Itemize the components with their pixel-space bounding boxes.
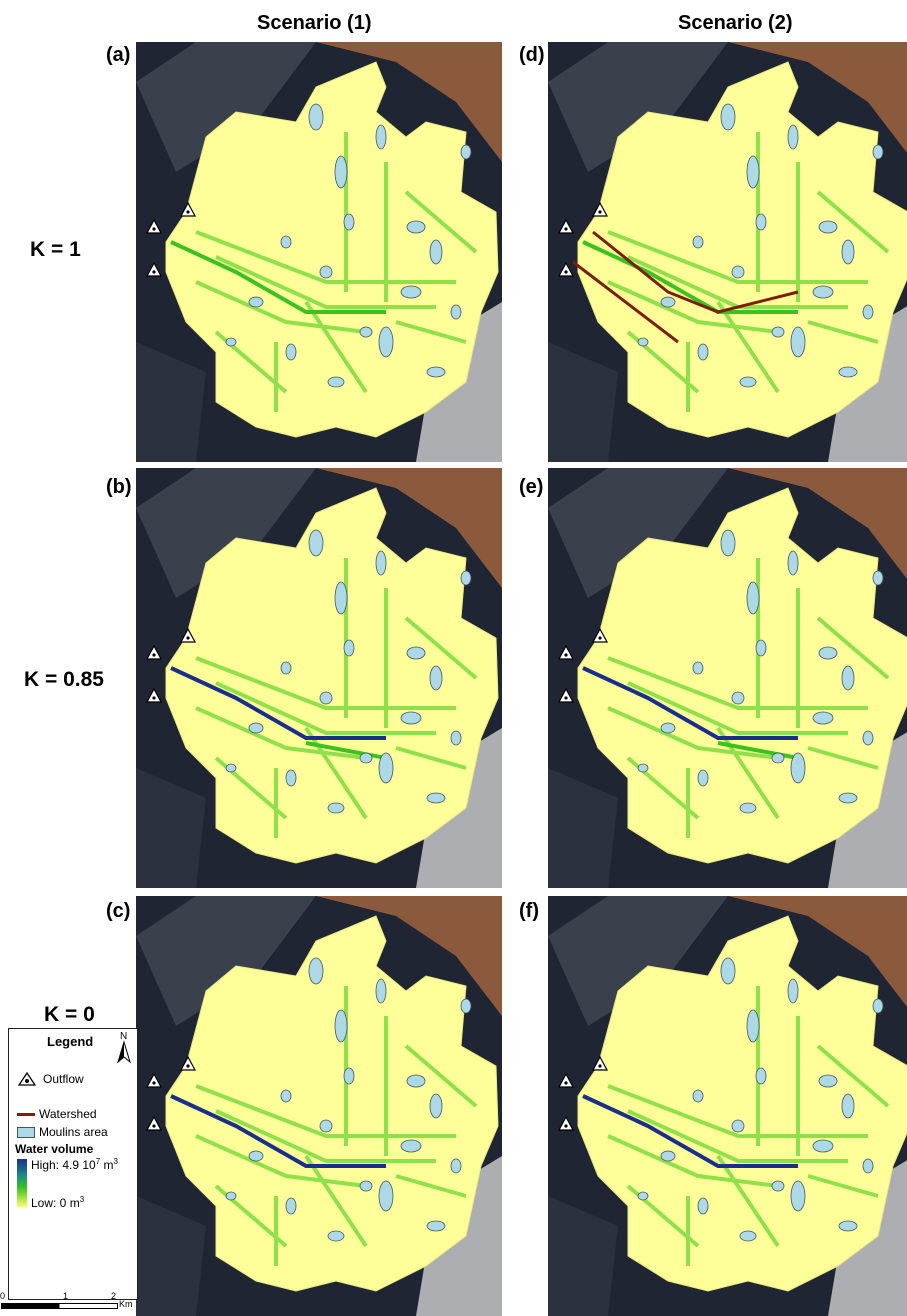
scale-bar: 0 1 2 Km [0,1291,136,1310]
satellite-map [548,896,907,1316]
outflow-marker-icon [591,1055,609,1071]
outflow-marker-icon [591,627,609,643]
legend-outflow-label: Outflow [43,1072,84,1086]
legend-moulins-label: Moulins area [39,1125,108,1139]
scale-tick-0: 0 [0,1291,6,1301]
column-title-scenario-2: Scenario (2) [678,12,793,34]
legend-low-label: Low: 0 m [31,1196,80,1210]
north-arrow-icon: N [117,1031,131,1064]
outflow-marker-icon [557,687,575,703]
panel-letter: (e) [519,476,544,498]
outflow-marker-icon [557,1115,575,1131]
row-label-k0: K = 0 [44,1003,95,1026]
panel-letter: (f) [519,900,539,922]
outflow-marker-icon [179,201,197,217]
map-panel [548,896,907,1316]
legend-high-unit: m [103,1158,114,1172]
satellite-map [548,468,907,888]
outflow-marker-icon [145,1115,163,1131]
watershed-line-icon [17,1112,35,1116]
panel-letter: (b) [106,476,132,498]
legend-high: High: 4.9 107 m3 [31,1157,118,1172]
legend-low: Low: 0 m3 [31,1195,84,1210]
map-panel [136,896,502,1316]
map-panel [136,42,502,462]
outflow-marker-icon [557,644,575,660]
panel-letter: (a) [106,44,131,66]
satellite-map [136,42,502,462]
scale-tick-1: 1 [63,1291,69,1301]
water-volume-ramp [17,1159,27,1207]
outflow-marker-icon [145,644,163,660]
outflow-marker-icon [145,1072,163,1088]
legend-water-volume-label: Water volume [15,1142,94,1156]
outflow-marker-icon [145,218,163,234]
outflow-marker-icon [557,218,575,234]
scale-tick-2: 2 [111,1291,117,1301]
legend: Legend N Outflow Watershed Moulins area … [8,1028,138,1300]
legend-low-exp: 3 [79,1195,85,1204]
row-label-k1: K = 1 [30,238,81,261]
outflow-marker-icon [179,1055,197,1071]
moulins-swatch-icon [17,1126,35,1138]
legend-title: Legend [47,1034,94,1049]
outflow-icon [17,1071,37,1086]
legend-high-label: High: 4.9 10 [31,1158,96,1172]
map-panel [136,468,502,888]
outflow-marker-icon [179,627,197,643]
scale-bar-graphic [1,1303,118,1309]
satellite-map [548,42,907,462]
satellite-map [136,468,502,888]
row-label-k085: K = 0.85 [24,668,104,691]
map-panel [548,468,907,888]
satellite-map [136,896,502,1316]
legend-watershed-label: Watershed [39,1107,97,1121]
column-title-scenario-1: Scenario (1) [257,12,372,34]
legend-high-exp: 7 [95,1157,101,1166]
outflow-marker-icon [591,201,609,217]
outflow-marker-icon [145,687,163,703]
map-panel [548,42,907,462]
outflow-marker-icon [557,261,575,277]
outflow-marker-icon [557,1072,575,1088]
legend-high-unit-exp: 3 [113,1157,118,1166]
panel-letter: (d) [519,44,545,66]
scale-unit: Km [119,1299,133,1309]
outflow-marker-icon [145,261,163,277]
panel-letter: (c) [106,900,131,922]
north-label: N [120,1031,128,1042]
